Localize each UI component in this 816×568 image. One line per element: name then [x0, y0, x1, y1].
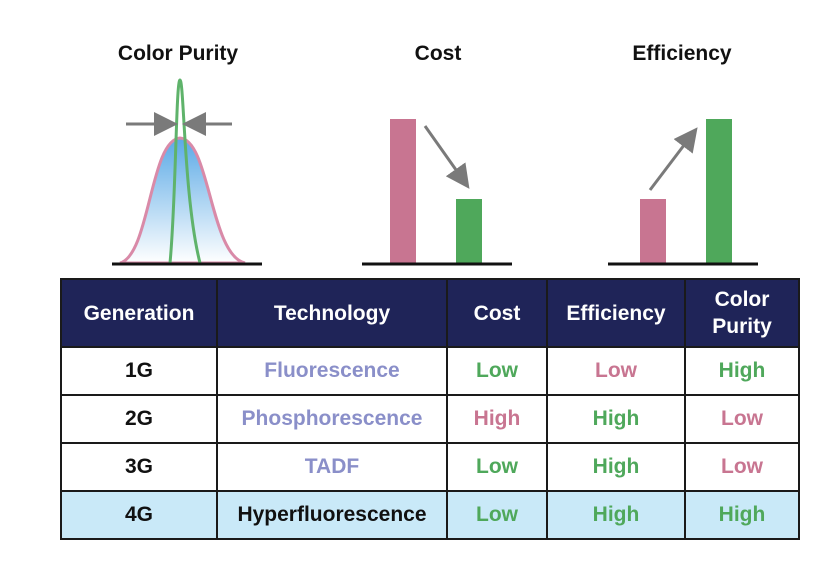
illustrations [112, 78, 758, 266]
color-purity-cell: Low [684, 394, 800, 444]
color-purity-cell: High [684, 490, 800, 540]
efficiency-cell: High [546, 394, 686, 444]
color-purity-cell: High [684, 346, 800, 396]
table-row: 1G Fluorescence Low Low High [60, 346, 800, 396]
table-header-row: Generation Technology Cost Efficiency Co… [60, 278, 800, 348]
color-purity-diagram [112, 78, 262, 266]
arrow-up [648, 127, 698, 191]
table-row: 3G TADF Low High Low [60, 442, 800, 492]
cost-bar-low [456, 199, 482, 264]
efficiency-diagram [608, 119, 758, 266]
header-efficiency: Efficiency [546, 278, 686, 348]
generation-cell: 3G [60, 442, 218, 492]
header-color-purity: Color Purity [684, 278, 800, 348]
efficiency-cell: High [546, 490, 686, 540]
cost-cell: Low [446, 490, 548, 540]
header-cost: Cost [446, 278, 548, 348]
header-technology: Technology [216, 278, 448, 348]
color-purity-title: Color Purity [117, 42, 239, 65]
cost-diagram [362, 119, 512, 266]
cost-bar-high [390, 119, 416, 264]
cost-cell: Low [446, 346, 548, 396]
efficiency-bar-low [640, 199, 666, 264]
cost-title: Cost [414, 42, 462, 65]
narrow-emission-curve [168, 78, 202, 264]
table-row: 4G Hyperfluorescence Low High High [60, 490, 800, 540]
table-row: 2G Phosphorescence High High Low [60, 394, 800, 444]
cost-cell: High [446, 394, 548, 444]
arrow-down [423, 125, 470, 189]
header-generation: Generation [60, 278, 218, 348]
technology-cell: Hyperfluorescence [216, 490, 448, 540]
generation-cell: 1G [60, 346, 218, 396]
efficiency-title: Efficiency [632, 42, 732, 65]
cost-cell: Low [446, 442, 548, 492]
generation-cell: 2G [60, 394, 218, 444]
broad-emission-curve [119, 136, 246, 265]
efficiency-bar-high [706, 119, 732, 264]
efficiency-cell: Low [546, 346, 686, 396]
technology-cell: Fluorescence [216, 346, 448, 396]
technology-cell: Phosphorescence [216, 394, 448, 444]
color-purity-cell: Low [684, 442, 800, 492]
efficiency-cell: High [546, 442, 686, 492]
technology-cell: TADF [216, 442, 448, 492]
generation-table: Generation Technology Cost Efficiency Co… [60, 278, 800, 540]
generation-cell: 4G [60, 490, 218, 540]
